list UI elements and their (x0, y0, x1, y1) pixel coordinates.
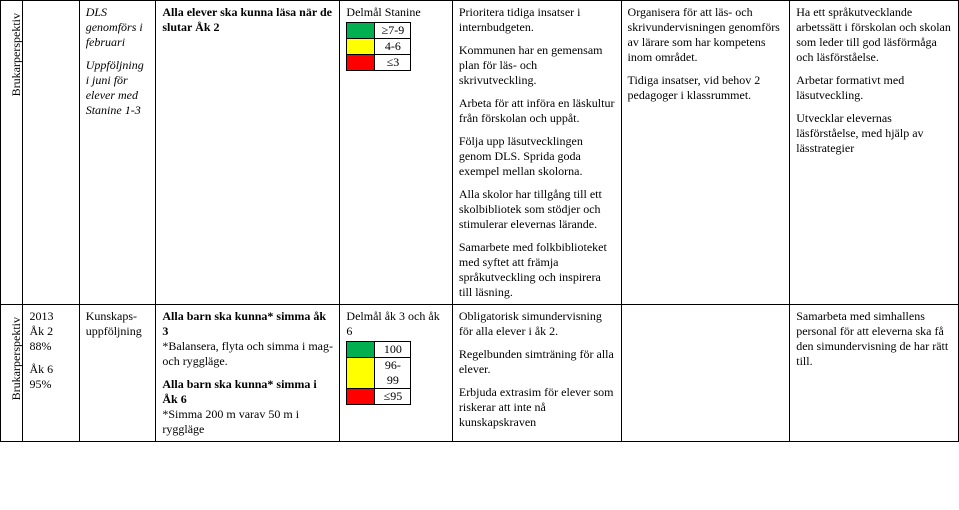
swatch-red (347, 55, 375, 71)
side-label-1: Brukarperspektiv (1, 1, 23, 305)
r2-col7: Samarbeta med simhallens personal för at… (790, 305, 959, 442)
r1-col4: Delmål Stanine ≥7-9 4-6 ≤3 (340, 1, 452, 305)
r1-col1 (23, 1, 79, 305)
swatch-yellow (347, 39, 375, 55)
r1-col7: Ha ett språkutvecklande arbetssätt i för… (790, 1, 959, 305)
swatch-green (347, 23, 375, 39)
r2-col3: Alla barn ska kunna* simma åk 3*Balanser… (156, 305, 340, 442)
side-label-2: Brukarperspektiv (1, 305, 23, 442)
stanine-legend: ≥7-9 4-6 ≤3 (346, 22, 411, 71)
swatch-yellow (347, 358, 375, 389)
r2-col6 (621, 305, 790, 442)
r1-col6: Organisera för att läs- och skrivundervi… (621, 1, 790, 305)
r1-col2: DLS genomförs i februari Uppföljning i j… (79, 1, 156, 305)
r2-col1: 2013 Åk 2 88% Åk 6 95% (23, 305, 79, 442)
swatch-green (347, 342, 375, 358)
curriculum-table: Brukarperspektiv DLS genomförs i februar… (0, 0, 959, 442)
swim-legend: 100 96-99 ≤95 (346, 341, 411, 405)
r1-col3: Alla elever ska kunna läsa när de slutar… (156, 1, 340, 305)
r2-col4: Delmål åk 3 och åk 6 100 96-99 ≤95 (340, 305, 452, 442)
row-reading: Brukarperspektiv DLS genomförs i februar… (1, 1, 959, 305)
r2-col2: Kunskaps-uppföljning (79, 305, 156, 442)
r1-col5: Prioritera tidiga insatser i internbudge… (452, 1, 621, 305)
row-swimming: Brukarperspektiv 2013 Åk 2 88% Åk 6 95% … (1, 305, 959, 442)
swatch-red (347, 389, 375, 405)
r2-col5: Obligatorisk simundervisning för alla el… (452, 305, 621, 442)
